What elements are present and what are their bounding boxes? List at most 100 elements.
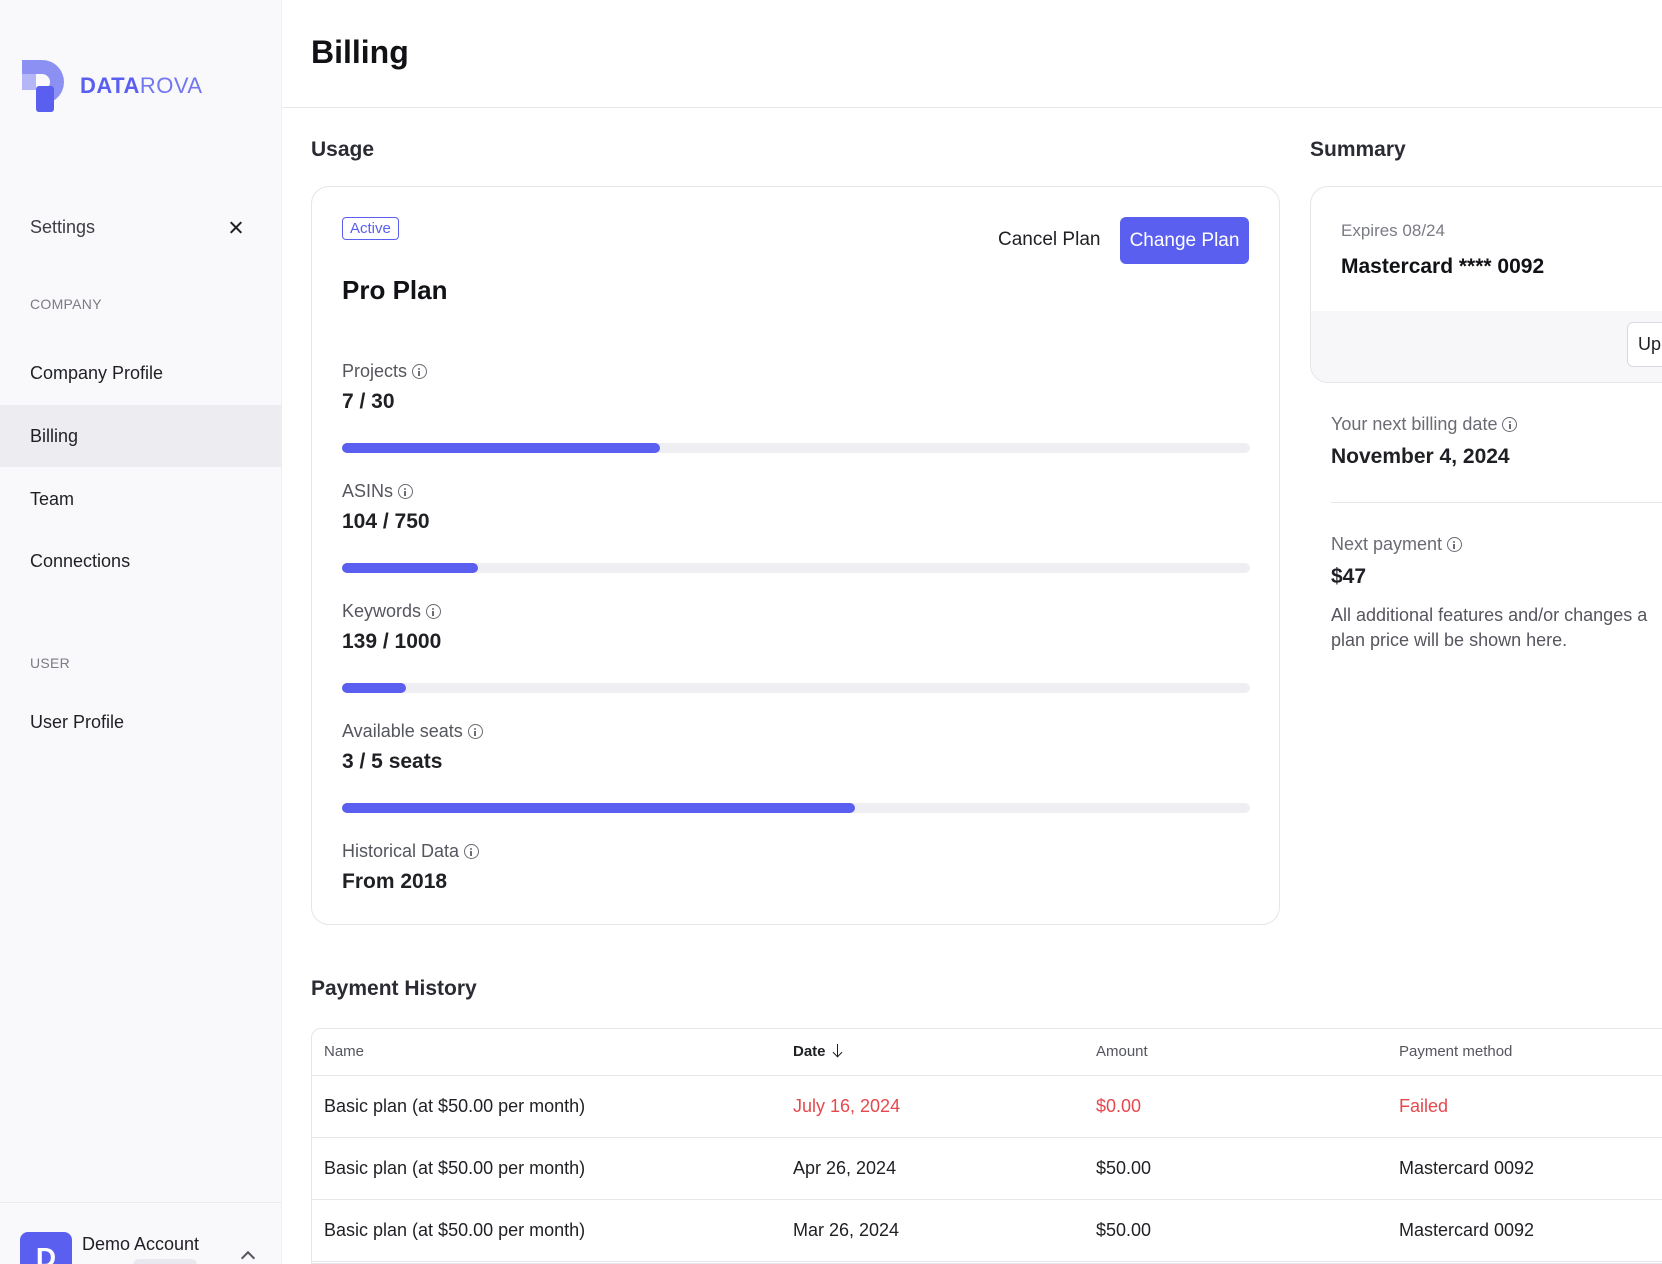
arrow-down-icon [832,1044,844,1058]
sidebar-item-company-profile[interactable]: Company Profile [0,342,282,404]
next-payment: Next payment $47 [1331,534,1662,589]
column-header-date[interactable]: Date [793,1029,1096,1076]
seats-progress-bar [342,803,1250,813]
account-name: Demo Account [82,1234,200,1254]
summary-note-line: All additional features and/or changes a [1331,605,1648,625]
account-role-badge [133,1259,197,1264]
payment-card: Expires 08/24 Mastercard **** 0092 Up [1310,186,1662,383]
summary-note: All additional features and/or changes a… [1331,603,1662,653]
row-date: Apr 26, 2024 [793,1137,1096,1200]
update-card-button[interactable]: Up [1627,322,1662,367]
close-icon[interactable] [226,218,246,238]
sidebar-item-team[interactable]: Team [0,468,282,530]
next-billing-value: November 4, 2024 [1331,445,1510,468]
progress-fill [342,683,406,693]
datarova-logo[interactable]: DATAROVA [22,60,203,112]
payment-history-heading: Payment History [311,977,477,1000]
account-switcher[interactable]: D Demo Account [0,1202,282,1264]
section-label-company: COMPANY [30,296,102,312]
row-payment-method: Failed [1399,1075,1662,1138]
sidebar-item-label: Company Profile [30,362,164,383]
summary-heading: Summary [1310,138,1406,161]
info-icon[interactable] [467,724,483,739]
sidebar-item-label: Team [30,488,75,509]
table-header-row: Name Date Amount Payment method [312,1029,1662,1076]
sidebar-item-label: User Profile [30,711,125,732]
row-amount: $0.00 [1096,1075,1399,1138]
metric-seats: Available seats 3 / 5 seats [342,721,1250,813]
sidebar-item-connections[interactable]: Connections [0,530,282,592]
usage-heading: Usage [311,138,375,161]
card-footer: Up [1311,311,1662,382]
section-label-user: USER [30,655,71,671]
avatar: D [20,1232,72,1264]
row-payment-method: Mastercard 0092 [1399,1137,1662,1200]
column-header-payment-method[interactable]: Payment method [1399,1029,1662,1076]
sidebar-item-label: Connections [30,550,131,571]
info-icon[interactable] [1447,537,1463,552]
row-name: Basic plan (at $50.00 per month) [312,1137,793,1200]
metric-historical-data: Historical Data From 2018 [342,841,1250,894]
metric-value: 139 / 1000 [342,630,442,653]
change-plan-button[interactable]: Change Plan [1120,217,1249,264]
settings-header: Settings [30,217,246,238]
next-payment-value: $47 [1331,565,1367,588]
logo-mark-icon [22,60,64,112]
plan-name: Pro Plan [342,275,448,305]
row-date: July 16, 2024 [793,1075,1096,1138]
next-billing-date: Your next billing date November 4, 2024 [1331,414,1662,469]
card-expiry: Expires 08/24 [1341,221,1445,240]
next-payment-label: Next payment [1331,534,1662,555]
row-name: Basic plan (at $50.00 per month) [312,1075,793,1138]
table-row[interactable]: Basic plan (at $50.00 per month) Apr 26,… [312,1137,1662,1200]
page-header: Billing [282,0,1662,108]
info-icon[interactable] [464,844,480,859]
projects-progress-bar [342,443,1250,453]
info-icon[interactable] [1502,417,1518,432]
cancel-plan-button[interactable]: Cancel Plan [998,229,1101,250]
info-icon[interactable] [426,604,442,619]
metric-projects: Projects 7 / 30 [342,361,1250,453]
row-date: Mar 26, 2024 [793,1199,1096,1262]
chevron-up-icon[interactable] [240,1250,256,1264]
page-title: Billing [311,34,409,70]
next-billing-label: Your next billing date [1331,414,1662,435]
table-row[interactable]: Basic plan (at $50.00 per month) Mar 26,… [312,1199,1662,1262]
sidebar-item-billing[interactable]: Billing [0,405,282,467]
metric-label: Available seats [342,721,1250,742]
metric-value: 7 / 30 [342,390,395,413]
logo-wordmark: DATAROVA [80,73,203,98]
divider [1331,502,1662,503]
metric-label: Projects [342,361,1250,382]
sidebar-item-label: Billing [30,425,79,446]
usage-card: Active Pro Plan Cancel Plan Change Plan … [311,186,1280,925]
metric-label: ASINs [342,481,1250,502]
row-payment-method: Mastercard 0092 [1399,1199,1662,1262]
progress-fill [342,563,479,573]
card-number: Mastercard **** 0092 [1341,255,1545,278]
payment-history-table: Name Date Amount Payment method Basic pl… [311,1028,1662,1264]
metric-keywords: Keywords 139 / 1000 [342,601,1250,693]
info-icon[interactable] [398,484,414,499]
row-amount: $50.00 [1096,1137,1399,1200]
settings-title: Settings [30,217,96,237]
keywords-progress-bar [342,683,1250,693]
column-header-amount[interactable]: Amount [1096,1029,1399,1076]
summary-note-line: plan price will be shown here. [1331,630,1568,650]
info-icon[interactable] [412,364,428,379]
metric-label: Keywords [342,601,1250,622]
row-amount: $50.00 [1096,1199,1399,1262]
row-name: Basic plan (at $50.00 per month) [312,1199,793,1262]
sidebar: DATAROVA Settings COMPANY Company Profil… [0,0,282,1264]
metric-value: 3 / 5 seats [342,750,443,773]
sidebar-item-user-profile[interactable]: User Profile [0,691,282,753]
column-header-name[interactable]: Name [312,1029,793,1076]
progress-fill [342,803,856,813]
progress-fill [342,443,660,453]
table-row[interactable]: Basic plan (at $50.00 per month) July 16… [312,1075,1662,1138]
metric-value: From 2018 [342,870,448,893]
metric-label: Historical Data [342,841,1250,862]
metric-asins: ASINs 104 / 750 [342,481,1250,573]
metric-value: 104 / 750 [342,510,430,533]
asins-progress-bar [342,563,1250,573]
